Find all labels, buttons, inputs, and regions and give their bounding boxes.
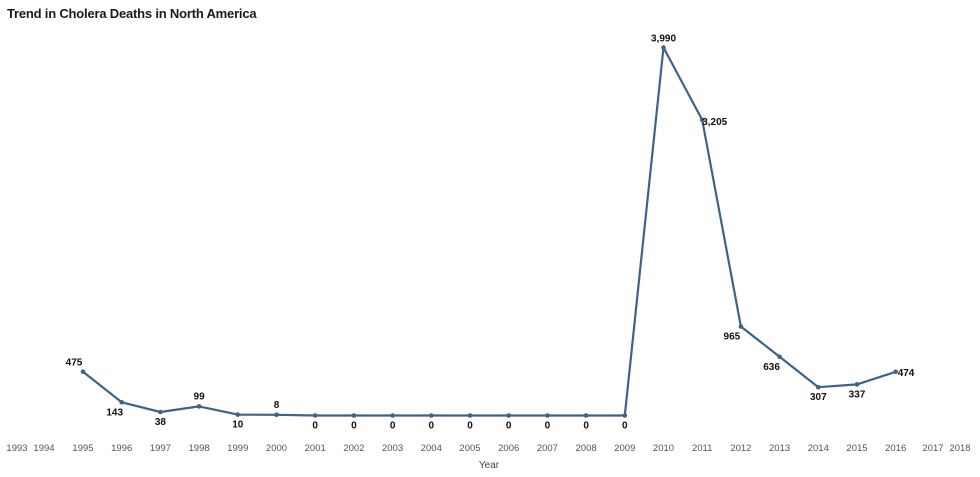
x-tick-2004: 2004 [421, 443, 442, 454]
data-point-2007 [545, 413, 550, 418]
data-label-2000: 8 [274, 400, 280, 411]
data-label-1995: 475 [66, 358, 83, 369]
data-point-1995 [80, 369, 86, 375]
x-tick-2011: 2011 [692, 443, 712, 454]
data-label-2013: 636 [763, 362, 780, 373]
data-label-2010: 3,990 [651, 34, 676, 45]
data-point-2014 [816, 384, 821, 390]
data-label-2003: 0 [390, 421, 396, 432]
x-tick-1994: 1994 [33, 443, 54, 454]
data-point-2008 [583, 413, 589, 418]
x-tick-1997: 1997 [150, 443, 171, 454]
x-tick-2003: 2003 [382, 443, 403, 454]
data-point-1998 [196, 404, 202, 409]
series-line [82, 46, 897, 417]
data-point-1997 [158, 409, 163, 415]
data-point-2002 [351, 413, 357, 418]
data-point-2012 [738, 324, 744, 329]
data-point-2015 [854, 382, 860, 387]
x-tick-2000: 2000 [266, 443, 287, 454]
x-tick-2017: 2017 [922, 443, 943, 454]
x-tick-2010: 2010 [653, 443, 674, 454]
data-point-2000 [274, 412, 279, 418]
data-label-2007: 0 [545, 421, 551, 432]
x-tick-1995: 1995 [72, 443, 93, 454]
data-label-2012: 965 [724, 332, 741, 343]
data-label-2005: 0 [467, 421, 473, 432]
data-point-2010 [661, 45, 666, 50]
data-point-2011 [699, 117, 705, 123]
x-tick-2018: 2018 [949, 443, 970, 454]
x-tick-2013: 2013 [769, 443, 790, 454]
data-label-2008: 0 [583, 421, 589, 432]
x-tick-2007: 2007 [537, 443, 558, 454]
data-point-1999 [235, 412, 241, 417]
data-label-1998: 99 [194, 391, 206, 402]
data-label-2015: 337 [849, 389, 866, 400]
data-point-2005 [467, 413, 473, 418]
data-point-2001 [312, 413, 318, 418]
x-tick-2015: 2015 [846, 443, 867, 454]
chart-title: Trend in Cholera Deaths in North America [7, 6, 257, 21]
data-label-2002: 0 [351, 421, 357, 432]
data-point-2006 [506, 413, 512, 418]
data-label-2004: 0 [429, 421, 435, 432]
x-axis-title: Year [479, 460, 500, 471]
x-tick-2016: 2016 [885, 443, 906, 454]
data-label-2009: 0 [622, 421, 628, 432]
series-line-layer [82, 46, 897, 417]
data-point-layer [80, 45, 898, 418]
data-label-2011: 3,205 [702, 117, 727, 128]
data-label-1999: 10 [232, 420, 244, 431]
x-tick-2005: 2005 [459, 443, 480, 454]
x-tick-2014: 2014 [808, 443, 829, 454]
data-label-2014: 307 [810, 392, 827, 403]
x-tick-2006: 2006 [498, 443, 519, 454]
data-label-2006: 0 [506, 421, 512, 432]
x-tick-2008: 2008 [576, 443, 597, 454]
x-tick-1998: 1998 [189, 443, 210, 454]
x-tick-2002: 2002 [343, 443, 364, 454]
data-label-2001: 0 [312, 421, 318, 432]
x-axis-ticks: 1993 1994 1995 1996 1997 1998 1999 2000 2001 2002… [6, 443, 970, 454]
data-point-2009 [622, 413, 628, 418]
x-tick-2012: 2012 [730, 443, 751, 454]
data-point-2013 [777, 354, 782, 360]
x-tick-2009: 2009 [614, 443, 635, 454]
x-tick-1993: 1993 [6, 443, 27, 454]
data-point-2003 [390, 413, 395, 418]
data-label-layer: 475 143 38 99 10 8 0 0 0 0 0 0 0 0 0 3,990 3,205 965 636 30… [66, 34, 915, 432]
x-tick-1999: 1999 [227, 443, 248, 454]
data-label-1997: 38 [155, 417, 167, 428]
data-label-1996: 143 [106, 407, 123, 418]
x-tick-2001: 2001 [305, 443, 326, 454]
data-label-2016: 474 [898, 368, 915, 379]
data-point-2016 [893, 369, 898, 375]
x-tick-1996: 1996 [111, 443, 132, 454]
data-point-1996 [119, 400, 124, 405]
data-point-2004 [429, 413, 434, 418]
